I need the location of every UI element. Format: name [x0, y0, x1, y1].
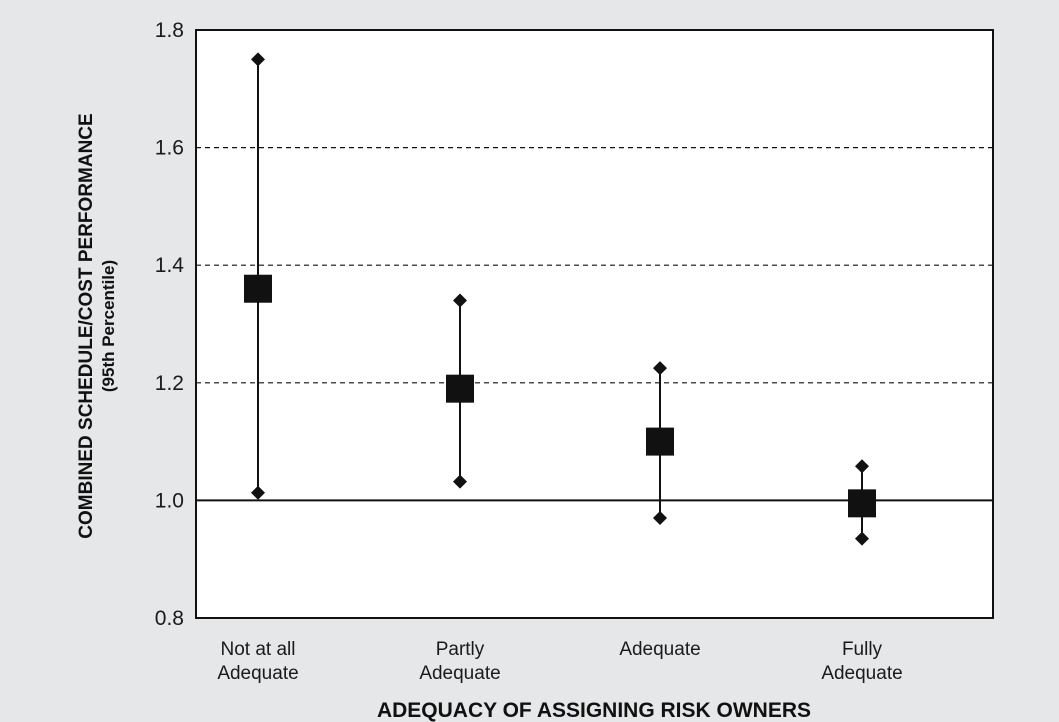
lower-diamond-marker — [251, 485, 265, 500]
square-marker — [848, 489, 876, 518]
y-axis-ticks: 0.8 1.0 1.2 1.4 1.6 1.8 — [155, 19, 185, 630]
x-category-label-line: Not at all — [221, 639, 296, 660]
x-category-label-line: Adequate — [619, 639, 700, 660]
x-axis-categories: Not at all Adequate Partly Adequate Adequate… — [217, 639, 902, 684]
y-tick-label: 0.8 — [155, 607, 184, 630]
x-category-label-line: Adequate — [217, 663, 298, 684]
y-tick-label: 1.8 — [155, 19, 184, 42]
x-category-label-line: Adequate — [419, 663, 500, 684]
square-marker — [244, 274, 272, 303]
x-category-label: Not at all Adequate — [217, 639, 298, 684]
square-marker — [646, 427, 674, 456]
lower-diamond-marker — [453, 474, 467, 489]
x-category-label: Fully Adequate — [821, 639, 902, 684]
square-marker — [446, 374, 474, 403]
lower-diamond-marker — [855, 531, 869, 546]
upper-diamond-marker — [453, 293, 467, 308]
x-category-label-line: Partly — [436, 639, 485, 660]
upper-diamond-marker — [251, 52, 265, 67]
y-axis-title-group: COMBINED SCHEDULE/COST PERFORMANCE (95th… — [76, 113, 118, 538]
x-category-label: Adequate — [619, 639, 700, 660]
lower-diamond-marker — [653, 511, 667, 526]
y-axis-title: COMBINED SCHEDULE/COST PERFORMANCE — [76, 113, 97, 538]
y-tick-label: 1.0 — [155, 489, 184, 512]
data-marks — [244, 52, 876, 546]
y-tick-label: 1.6 — [155, 137, 184, 160]
x-category-label-line: Fully — [842, 639, 883, 660]
y-tick-label: 1.4 — [155, 254, 185, 277]
plot-frame — [195, 29, 994, 619]
x-category-label-line: Adequate — [821, 663, 902, 684]
y-tick-label: 1.2 — [155, 372, 184, 395]
plot-area — [196, 30, 993, 618]
x-axis-title: ADEQUACY OF ASSIGNING RISK OWNERS — [377, 699, 811, 722]
upper-diamond-marker — [855, 459, 869, 474]
y-axis-subtitle: (95th Percentile) — [99, 260, 118, 392]
x-category-label: Partly Adequate — [419, 639, 500, 684]
upper-diamond-marker — [653, 361, 667, 376]
